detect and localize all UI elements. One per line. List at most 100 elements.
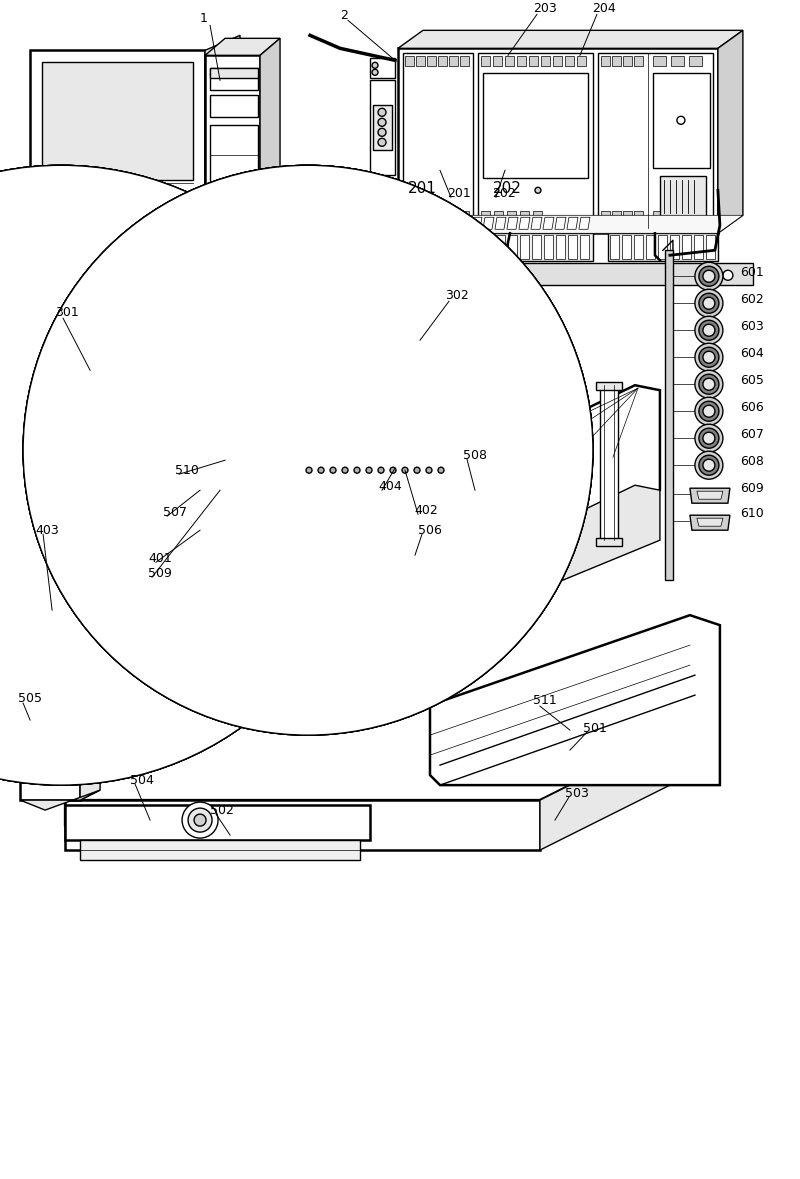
Polygon shape bbox=[577, 57, 586, 66]
Polygon shape bbox=[20, 595, 65, 623]
Polygon shape bbox=[20, 623, 75, 740]
Circle shape bbox=[191, 492, 197, 499]
Circle shape bbox=[23, 165, 593, 736]
Circle shape bbox=[695, 452, 723, 479]
Polygon shape bbox=[430, 615, 720, 785]
Circle shape bbox=[372, 62, 378, 68]
Polygon shape bbox=[622, 236, 631, 259]
Polygon shape bbox=[305, 462, 314, 477]
Circle shape bbox=[535, 187, 541, 193]
Polygon shape bbox=[425, 288, 434, 303]
Polygon shape bbox=[689, 211, 702, 225]
Polygon shape bbox=[205, 465, 260, 495]
Circle shape bbox=[71, 317, 77, 323]
Circle shape bbox=[354, 292, 360, 298]
Circle shape bbox=[695, 316, 723, 344]
Polygon shape bbox=[459, 217, 470, 229]
Polygon shape bbox=[634, 236, 643, 259]
Polygon shape bbox=[441, 468, 453, 479]
Circle shape bbox=[723, 270, 733, 281]
Circle shape bbox=[390, 467, 396, 473]
Polygon shape bbox=[142, 314, 151, 328]
Circle shape bbox=[241, 210, 247, 216]
Text: 404: 404 bbox=[378, 480, 402, 493]
Circle shape bbox=[131, 317, 137, 323]
Circle shape bbox=[59, 492, 65, 499]
Circle shape bbox=[426, 467, 432, 473]
Circle shape bbox=[61, 384, 77, 400]
Polygon shape bbox=[532, 236, 541, 259]
Polygon shape bbox=[353, 288, 362, 303]
Polygon shape bbox=[55, 332, 83, 500]
Polygon shape bbox=[425, 462, 434, 477]
Circle shape bbox=[703, 406, 715, 417]
Polygon shape bbox=[565, 57, 574, 66]
Text: 204: 204 bbox=[592, 2, 616, 15]
Polygon shape bbox=[210, 125, 258, 200]
Circle shape bbox=[191, 317, 197, 323]
Polygon shape bbox=[689, 57, 702, 66]
Circle shape bbox=[342, 467, 348, 473]
Polygon shape bbox=[416, 211, 425, 225]
Polygon shape bbox=[403, 53, 473, 229]
Polygon shape bbox=[377, 288, 386, 303]
Text: 2: 2 bbox=[340, 8, 348, 22]
Text: 501: 501 bbox=[583, 722, 607, 735]
Polygon shape bbox=[210, 295, 230, 505]
Polygon shape bbox=[460, 315, 475, 345]
Circle shape bbox=[59, 317, 65, 323]
Text: 511: 511 bbox=[533, 693, 557, 706]
Circle shape bbox=[167, 317, 173, 323]
Polygon shape bbox=[58, 487, 67, 502]
Circle shape bbox=[107, 317, 113, 323]
Polygon shape bbox=[437, 462, 446, 477]
Polygon shape bbox=[438, 211, 447, 225]
Circle shape bbox=[312, 406, 320, 413]
Polygon shape bbox=[106, 314, 115, 328]
Polygon shape bbox=[405, 211, 414, 225]
Circle shape bbox=[83, 317, 89, 323]
Text: 403: 403 bbox=[35, 523, 59, 536]
Polygon shape bbox=[460, 420, 475, 450]
Circle shape bbox=[71, 492, 77, 499]
Polygon shape bbox=[304, 355, 328, 380]
Polygon shape bbox=[213, 375, 228, 406]
Circle shape bbox=[308, 401, 324, 417]
Polygon shape bbox=[448, 236, 457, 259]
Polygon shape bbox=[210, 68, 258, 91]
Polygon shape bbox=[130, 314, 139, 328]
Polygon shape bbox=[471, 217, 482, 229]
Polygon shape bbox=[718, 31, 743, 233]
Text: 607: 607 bbox=[740, 428, 764, 441]
Circle shape bbox=[695, 397, 723, 426]
Polygon shape bbox=[653, 57, 666, 66]
Polygon shape bbox=[472, 236, 481, 259]
Text: 603: 603 bbox=[740, 320, 764, 332]
Polygon shape bbox=[671, 57, 684, 66]
Circle shape bbox=[366, 467, 372, 473]
Circle shape bbox=[95, 317, 101, 323]
Polygon shape bbox=[80, 730, 100, 801]
Polygon shape bbox=[653, 73, 710, 169]
Polygon shape bbox=[304, 314, 328, 337]
Polygon shape bbox=[460, 211, 469, 225]
Polygon shape bbox=[142, 487, 151, 502]
Circle shape bbox=[699, 374, 719, 394]
Polygon shape bbox=[567, 217, 578, 229]
Circle shape bbox=[167, 492, 173, 499]
Polygon shape bbox=[80, 841, 360, 861]
Circle shape bbox=[699, 401, 719, 421]
Polygon shape bbox=[20, 242, 200, 256]
Polygon shape bbox=[520, 211, 529, 225]
Polygon shape bbox=[340, 433, 420, 490]
Polygon shape bbox=[65, 805, 370, 841]
Polygon shape bbox=[190, 462, 255, 512]
Polygon shape bbox=[213, 446, 228, 475]
Polygon shape bbox=[601, 57, 610, 66]
Polygon shape bbox=[213, 305, 228, 335]
Polygon shape bbox=[682, 236, 691, 259]
Text: 610: 610 bbox=[740, 507, 764, 520]
Text: 608: 608 bbox=[740, 455, 764, 468]
Circle shape bbox=[378, 108, 386, 117]
Polygon shape bbox=[440, 420, 460, 460]
